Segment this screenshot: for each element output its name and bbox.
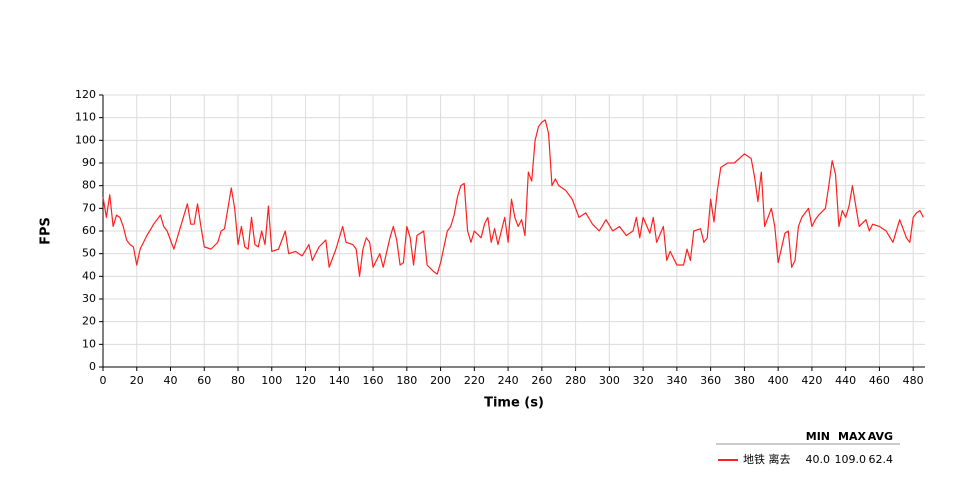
y-tick-label: 10 (82, 337, 96, 350)
x-tick-label: 460 (869, 374, 890, 387)
x-tick-label: 0 (100, 374, 107, 387)
x-tick-label: 420 (801, 374, 822, 387)
x-tick-label: 480 (903, 374, 924, 387)
y-tick-label: 120 (75, 88, 96, 101)
x-tick-label: 340 (666, 374, 687, 387)
legend-header: MIN (806, 430, 830, 443)
x-tick-label: 440 (835, 374, 856, 387)
legend-header: AVG (868, 430, 893, 443)
x-tick-label: 40 (164, 374, 178, 387)
data-line (102, 119, 924, 277)
x-tick-label: 300 (599, 374, 620, 387)
y-tick-label: 20 (82, 315, 96, 328)
legend-header: MAX (838, 430, 866, 443)
x-tick-label: 260 (531, 374, 552, 387)
x-tick-label: 160 (363, 374, 384, 387)
x-axis-title: Time (s) (484, 396, 544, 411)
y-tick-label: 50 (82, 247, 96, 260)
y-axis-title: FPS (39, 217, 54, 245)
x-tick-label: 120 (295, 374, 316, 387)
x-tick-label: 380 (734, 374, 755, 387)
x-tick-label: 180 (396, 374, 417, 387)
legend-stat: 40.0 (806, 453, 831, 466)
y-tick-label: 60 (82, 224, 96, 237)
y-tick-label: 80 (82, 179, 96, 192)
x-tick-label: 280 (565, 374, 586, 387)
x-tick-label: 60 (197, 374, 211, 387)
legend-stat: 109.0 (835, 453, 867, 466)
y-tick-label: 110 (75, 111, 96, 124)
x-tick-label: 100 (261, 374, 282, 387)
x-tick-label: 220 (464, 374, 485, 387)
y-tick-label: 90 (82, 156, 96, 169)
y-tick-label: 70 (82, 201, 96, 214)
x-tick-label: 240 (498, 374, 519, 387)
x-tick-label: 400 (768, 374, 789, 387)
x-tick-label: 20 (130, 374, 144, 387)
x-tick-label: 200 (430, 374, 451, 387)
y-tick-label: 30 (82, 292, 96, 305)
y-tick-label: 100 (75, 133, 96, 146)
legend-label: 地铁 离去 (743, 452, 791, 466)
y-tick-label: 0 (89, 360, 96, 373)
x-tick-label: 320 (633, 374, 654, 387)
x-tick-label: 80 (231, 374, 245, 387)
legend-stat: 62.4 (869, 453, 894, 466)
x-tick-label: 140 (329, 374, 350, 387)
x-tick-label: 360 (700, 374, 721, 387)
y-tick-label: 40 (82, 269, 96, 282)
